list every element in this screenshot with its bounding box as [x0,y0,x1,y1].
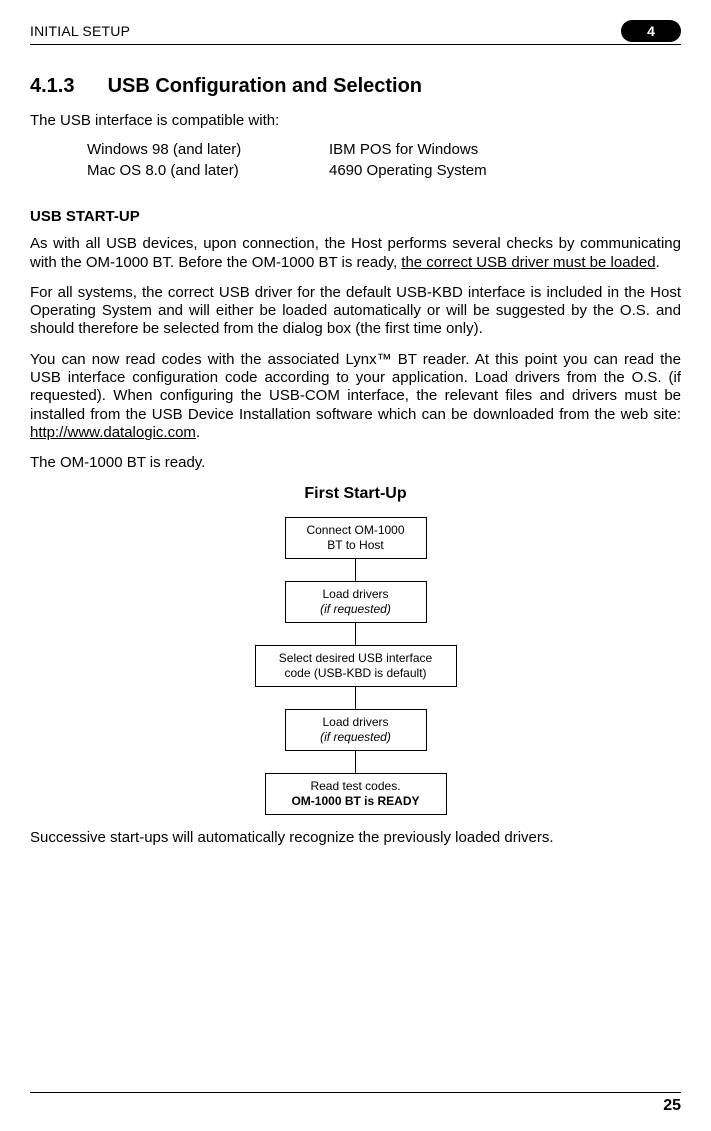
flow-box-connect: Connect OM-1000 BT to Host [285,517,427,559]
compat-cell: Mac OS 8.0 (and later) [87,161,327,180]
compat-cell: IBM POS for Windows [329,140,487,159]
footer-rule [30,1092,681,1093]
flow-box-line: Load drivers [322,587,388,602]
flow-box-line: (if requested) [320,730,391,745]
compatibility-table: Windows 98 (and later) IBM POS for Windo… [85,138,489,182]
flow-connector [355,623,356,645]
header-rule [30,44,681,45]
flow-box-line: Load drivers [322,715,388,730]
paragraph-2: For all systems, the correct USB driver … [30,284,681,339]
flow-connector [355,751,356,773]
flow-box-line: Connect OM-1000 [306,523,404,538]
flowchart-title: First Start-Up [30,485,681,503]
flow-connector [355,559,356,581]
header-title: INITIAL SETUP [30,23,130,39]
flow-connector [355,687,356,709]
section-title: USB Configuration and Selection [108,75,422,97]
flow-box-ready: Read test codes. OM-1000 BT is READY [265,773,447,815]
flowchart: Connect OM-1000 BT to Host Load drivers … [30,517,681,815]
flow-box-line: Select desired USB interface [279,651,432,666]
chapter-badge: 4 [621,20,681,42]
flow-box-line: BT to Host [327,538,383,553]
paragraph-3: You can now read codes with the associat… [30,351,681,442]
section-number: 4.1.3 [30,75,102,98]
p1-text-b: . [656,254,660,271]
paragraph-1: As with all USB devices, upon connection… [30,235,681,272]
paragraph-4: The OM-1000 BT is ready. [30,454,681,472]
table-row: Mac OS 8.0 (and later) 4690 Operating Sy… [87,161,487,180]
p3-text-a: You can now read codes with the associat… [30,351,681,423]
compat-cell: 4690 Operating System [329,161,487,180]
flow-box-line: OM-1000 BT is READY [291,794,419,809]
flow-box-line: (if requested) [320,602,391,617]
p3-text-b: . [196,424,200,441]
page-number: 25 [30,1097,681,1115]
paragraph-5: Successive start-ups will automatically … [30,829,681,847]
flow-box-load2: Load drivers (if requested) [285,709,427,751]
p1-text-underlined: the correct USB driver must be loaded [401,254,655,271]
flow-box-line: Read test codes. [310,779,400,794]
table-row: Windows 98 (and later) IBM POS for Windo… [87,140,487,159]
intro-paragraph: The USB interface is compatible with: [30,112,681,130]
compat-cell: Windows 98 (and later) [87,140,327,159]
section-heading: 4.1.3 USB Configuration and Selection [30,75,681,98]
flow-box-load1: Load drivers (if requested) [285,581,427,623]
flow-box-select: Select desired USB interface code (USB-K… [255,645,457,687]
usb-startup-heading: USB START-UP [30,208,681,225]
p3-link: http://www.datalogic.com [30,424,196,441]
flow-box-line: code (USB-KBD is default) [284,666,426,681]
